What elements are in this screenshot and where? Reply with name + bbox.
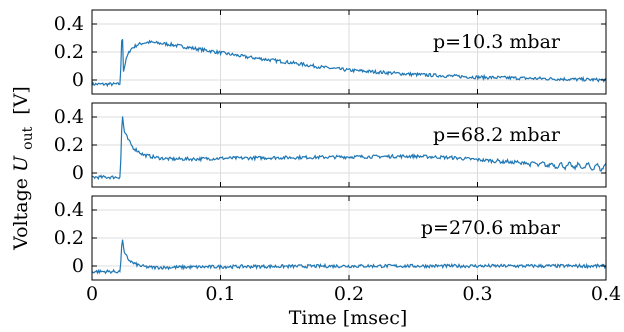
series-line: [91, 239, 607, 275]
x-tick-label: 0: [86, 283, 98, 305]
y-axis-label-prefix: Voltage: [10, 178, 32, 251]
y-tick-label: 0: [72, 255, 84, 277]
panel-2: 0 0.2 0.4 p=68.2 mbar: [54, 102, 607, 188]
y-tick-label: 0.4: [54, 199, 84, 221]
series-line: [91, 38, 607, 88]
y-axis-label-subscript: out: [20, 126, 36, 149]
y-tick-label: 0.4: [54, 106, 84, 128]
x-axis-label: Time [msec]: [289, 307, 408, 329]
y-tick-label: 0.2: [54, 41, 84, 63]
series-line: [91, 116, 607, 181]
panels: 0 0.2 0.4 p=10.3 mbar 0 0.2 0.4 p=68.2 mbar 0 0.2…: [54, 9, 621, 305]
panel-annotation: p=10.3 mbar: [433, 31, 561, 53]
panel-1: 0 0.2 0.4 p=10.3 mbar: [54, 9, 607, 95]
panel-annotation: p=270.6 mbar: [421, 217, 561, 239]
y-axis-label-symbol: U: [10, 155, 32, 172]
x-tick-label: 0.3: [462, 283, 492, 305]
x-tick-label: 0.1: [205, 283, 235, 305]
x-tick-label: 0.4: [591, 283, 621, 305]
y-tick-label: 0: [72, 162, 84, 184]
y-axis-label-unit: [V]: [10, 86, 32, 115]
x-tick-label: 0.2: [334, 283, 364, 305]
y-tick-label: 0.2: [54, 227, 84, 249]
y-tick-label: 0.4: [54, 13, 84, 35]
y-tick-label: 0: [72, 69, 84, 91]
panel-annotation: p=68.2 mbar: [433, 124, 561, 146]
y-axis-label: Voltage U out [V]: [10, 86, 37, 251]
y-tick-label: 0.2: [54, 134, 84, 156]
panel-3: 0 0.2 0.4 0 0.1 0.2 0.3 0.4 p=270.6 mbar: [54, 195, 621, 305]
